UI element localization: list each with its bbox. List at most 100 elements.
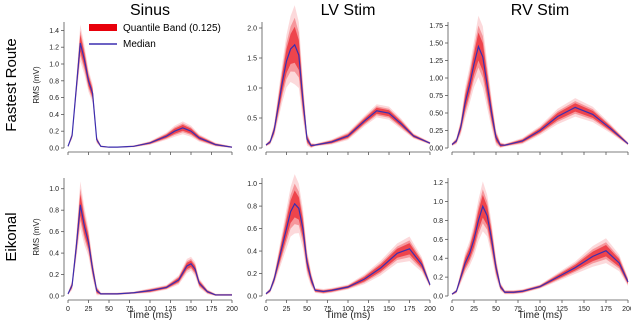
x-tick-label: 200 — [424, 306, 436, 313]
quantile-band — [452, 15, 628, 149]
x-tick-label: 75 — [126, 306, 134, 313]
x-tick-label: 125 — [363, 306, 375, 313]
legend-band-swatch — [89, 24, 117, 31]
y-tick-label: 1.0 — [247, 86, 257, 93]
y-tick-label: 1.0 — [433, 199, 443, 206]
row-title: Eikonal — [3, 212, 20, 261]
column-title: Sinus — [130, 2, 170, 19]
y-tick-label: 0.6 — [433, 237, 443, 244]
y-tick-label: 0.8 — [247, 204, 257, 211]
x-tick-label: 50 — [105, 306, 113, 313]
y-tick-label: 0.0 — [49, 294, 59, 301]
x-tick-label: 75 — [514, 306, 522, 313]
y-tick-label: 0.2 — [49, 129, 59, 136]
y-tick-label: 1.00 — [429, 76, 443, 83]
column-title: RV Stim — [511, 2, 569, 19]
panel-3: 0.00 0.25 0.50 0.75 1.00 1.25 1.50 1.75 — [429, 15, 629, 155]
y-tick-label: 1.0 — [247, 181, 257, 188]
titles: Sinus Fastest Route LV Stim RV Stim Eikonal — [3, 2, 569, 262]
x-axis-label: Time (ms) — [518, 310, 563, 321]
y-tick-label: 0.75 — [429, 93, 443, 100]
y-tick-label: 0.6 — [49, 229, 59, 236]
panel-6: Time (ms) 0.0 0.2 0.4 0.6 0.8 1.0 1.2 0 25 50 75 100… — [433, 178, 631, 321]
y-tick-label: 1.2 — [49, 45, 59, 52]
legend-band-label: Quantile Band (0.125) — [123, 23, 221, 34]
y-tick-label: 1.0 — [49, 186, 59, 193]
x-tick-label: 50 — [303, 306, 311, 313]
x-tick-label: 125 — [165, 306, 177, 313]
y-tick-label: 0.2 — [49, 272, 59, 279]
x-tick-label: 50 — [492, 306, 500, 313]
legend: Quantile Band (0.125) Median — [89, 23, 221, 50]
quantile-band — [68, 188, 232, 296]
y-tick-label: 1.0 — [49, 62, 59, 69]
x-tick-label: 175 — [404, 306, 416, 313]
y-tick-label: 0.0 — [49, 146, 59, 153]
median-line — [451, 204, 629, 295]
x-tick-label: 150 — [578, 306, 590, 313]
x-tick-label: 0 — [66, 306, 70, 313]
x-tick-label: 175 — [600, 306, 612, 313]
y-tick-label: 0.0 — [433, 294, 443, 301]
y-tick-label: 0.8 — [49, 78, 59, 85]
x-tick-label: 0 — [264, 306, 268, 313]
y-tick-label: 1.5 — [247, 56, 257, 63]
y-tick-label: 0.0 — [247, 146, 257, 153]
panel-2: 0.0 0.5 1.0 1.5 2.0 — [247, 5, 431, 155]
x-tick-label: 25 — [85, 306, 93, 313]
y-tick-label: 0.4 — [433, 256, 443, 263]
legend-median-label: Median — [123, 39, 156, 50]
y-tick-label: 0.4 — [49, 251, 59, 258]
quantile-band — [68, 181, 232, 296]
y-tick-label: 0.25 — [429, 128, 443, 135]
x-tick-label: 200 — [226, 306, 238, 313]
y-tick-label: 2.0 — [247, 26, 257, 33]
x-tick-label: 150 — [383, 306, 395, 313]
y-tick-label: 0.2 — [247, 271, 257, 278]
y-tick-label: 0.6 — [49, 95, 59, 102]
x-axis-label: Time (ms) — [128, 310, 173, 321]
x-tick-label: 100 — [342, 306, 354, 313]
y-tick-label: 1.50 — [429, 41, 443, 48]
x-tick-label: 100 — [534, 306, 546, 313]
quantile-band — [452, 181, 628, 296]
y-axis-label: RMS (mV) — [32, 218, 41, 256]
quantile-band — [68, 194, 232, 296]
quantile-band — [452, 32, 628, 147]
y-tick-label: 0.6 — [247, 226, 257, 233]
y-tick-label: 0.4 — [247, 249, 257, 256]
y-tick-label: 0.0 — [247, 294, 257, 301]
y-tick-label: 1.2 — [433, 180, 443, 187]
median-line — [67, 42, 233, 148]
y-tick-label: 0.5 — [247, 116, 257, 123]
x-tick-label: 75 — [324, 306, 332, 313]
quantile-band — [266, 26, 430, 147]
y-tick-label: 1.25 — [429, 58, 443, 65]
y-tick-label: 1.4 — [49, 28, 59, 35]
median-line — [67, 204, 232, 296]
y-tick-label: 0.50 — [429, 111, 443, 118]
median-line — [265, 43, 431, 147]
row-title: Fastest Route — [3, 38, 20, 131]
x-tick-label: 0 — [450, 306, 454, 313]
panels: RMS (mV) 0.0 0.2 0.4 0.6 0.8 1.0 1.2 1.4 0.0 0.5 1.… — [32, 5, 631, 321]
panel-4: RMS (mV) Time (ms) 0.0 0.2 0.4 0.6 0.8 1.0 0 25 50… — [32, 178, 238, 321]
y-tick-label: 0.4 — [49, 112, 59, 119]
y-tick-label: 1.75 — [429, 23, 443, 30]
y-tick-label: 0.00 — [429, 146, 443, 153]
x-tick-label: 25 — [283, 306, 291, 313]
panel-1: RMS (mV) 0.0 0.2 0.4 0.6 0.8 1.0 1.2 1.4 — [32, 22, 233, 155]
quantile-band — [68, 34, 232, 148]
x-tick-label: 25 — [470, 306, 478, 313]
y-tick-label: 0.8 — [433, 218, 443, 225]
x-tick-label: 150 — [185, 306, 197, 313]
x-tick-label: 175 — [206, 306, 218, 313]
x-axis-label: Time (ms) — [326, 310, 371, 321]
x-tick-label: 200 — [622, 306, 631, 313]
x-tick-label: 100 — [144, 306, 156, 313]
x-tick-label: 125 — [556, 306, 568, 313]
quantile-band — [266, 174, 430, 295]
y-tick-label: 0.8 — [49, 208, 59, 215]
panel-5: Time (ms) 0.0 0.2 0.4 0.6 0.8 1.0 0 25 50 75 100 125… — [247, 174, 436, 321]
